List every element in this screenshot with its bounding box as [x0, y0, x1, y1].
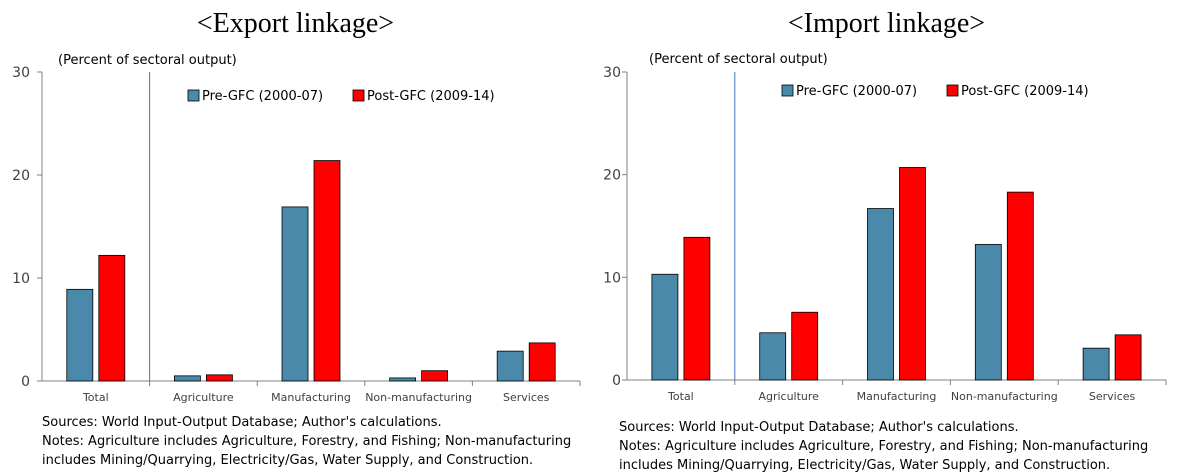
- bar: [975, 244, 1001, 380]
- bar: [1007, 192, 1033, 380]
- notes-line-1: Notes: Agriculture includes Agriculture,…: [619, 437, 1148, 456]
- bar: [174, 376, 200, 381]
- y-tick-label: 20: [603, 168, 621, 184]
- bar: [652, 274, 678, 380]
- y-axis-unit-label: (Percent of sectoral output): [649, 52, 828, 67]
- legend-swatch: [353, 90, 364, 101]
- x-tick-label: Total: [667, 390, 694, 403]
- x-tick-label: Agriculture: [173, 391, 234, 404]
- notes-line-2: includes Mining/Quarrying, Electricity/G…: [42, 451, 533, 470]
- x-tick-label: Services: [1089, 390, 1136, 403]
- legend-label: Pre-GFC (2000-07): [796, 84, 917, 99]
- bar: [792, 312, 818, 380]
- x-tick-label: Non-manufacturing: [365, 391, 472, 404]
- x-tick-label: Manufacturing: [857, 390, 937, 403]
- notes-line-1: Notes: Agriculture includes Agriculture,…: [42, 432, 571, 451]
- import-linkage-panel: <Import linkage> (Percent of sectoral ou…: [591, 0, 1182, 476]
- import-linkage-chart: (Percent of sectoral output) 0 10 20 30 Total…: [591, 0, 1182, 476]
- bar: [67, 289, 93, 381]
- bar: [314, 161, 340, 381]
- x-tick-label: Non-manufacturing: [951, 390, 1058, 403]
- y-tick-label: 10: [603, 270, 621, 286]
- bar: [282, 207, 308, 381]
- bar: [868, 209, 894, 380]
- bar: [390, 378, 416, 381]
- y-axis-unit-label: (Percent of sectoral output): [58, 53, 237, 68]
- bar: [684, 237, 710, 380]
- legend-label: Pre-GFC (2000-07): [202, 89, 323, 104]
- sources-note: Sources: World Input-Output Database; Au…: [619, 418, 1019, 437]
- y-tick-label: 0: [612, 373, 621, 389]
- legend-swatch: [947, 85, 958, 96]
- y-tick-label: 0: [21, 374, 30, 390]
- bar: [206, 375, 232, 381]
- legend-swatch: [188, 90, 199, 101]
- y-tick-label: 10: [12, 271, 30, 287]
- x-tick-label: Total: [82, 391, 109, 404]
- x-tick-label: Manufacturing: [271, 391, 351, 404]
- bar: [1083, 348, 1109, 380]
- legend-label: Post-GFC (2009-14): [961, 84, 1089, 99]
- export-linkage-panel: <Export linkage> (Percent of sectoral ou…: [0, 0, 591, 476]
- bar: [497, 351, 523, 381]
- sources-note: Sources: World Input-Output Database; Au…: [42, 413, 442, 432]
- bar: [422, 371, 448, 381]
- x-tick-label: Agriculture: [758, 390, 819, 403]
- legend-swatch: [782, 85, 793, 96]
- bar: [1115, 335, 1141, 380]
- legend-label: Post-GFC (2009-14): [367, 89, 495, 104]
- x-tick-label: Services: [503, 391, 550, 404]
- bar: [99, 255, 125, 381]
- bar: [900, 167, 926, 380]
- y-tick-label: 30: [12, 65, 30, 81]
- bar: [529, 343, 555, 381]
- export-linkage-chart: (Percent of sectoral output) 0 10 20 30 Total…: [0, 0, 591, 476]
- notes-line-2: includes Mining/Quarrying, Electricity/G…: [619, 456, 1110, 475]
- y-tick-label: 30: [603, 65, 621, 81]
- bar: [760, 333, 786, 380]
- y-tick-label: 20: [12, 168, 30, 184]
